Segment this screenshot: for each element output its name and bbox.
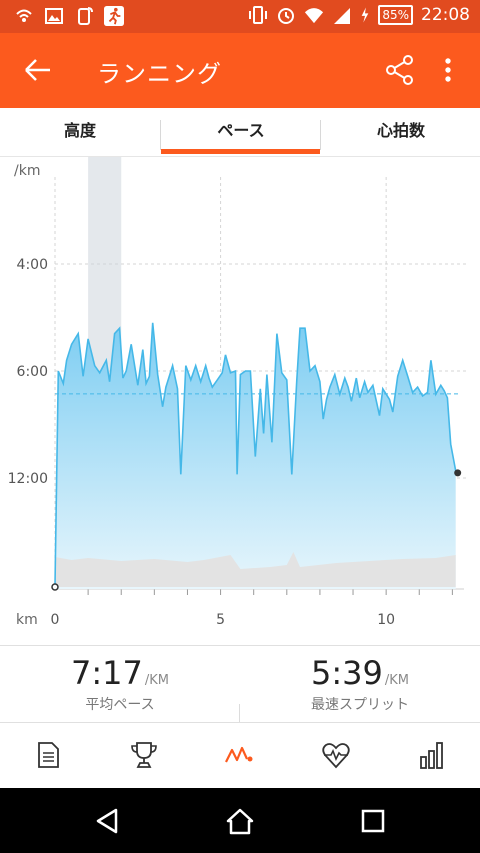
charging-icon	[361, 7, 369, 23]
elevation-band	[55, 552, 456, 587]
pace-area	[55, 322, 456, 589]
average-pace-value: 7:17	[71, 654, 143, 692]
system-nav-bar	[0, 788, 480, 853]
x-tick-label: 10	[377, 612, 395, 628]
fastest-split-value: 5:39	[311, 654, 383, 692]
tab-pace[interactable]: ペース	[217, 121, 265, 140]
battery-level: 85%	[378, 5, 413, 25]
y-tick-label: 12:00	[8, 471, 48, 487]
tab-elevation[interactable]: 高度	[63, 121, 96, 140]
x-tick-label: 5	[216, 612, 225, 628]
tab-heart-rate[interactable]: 心拍数	[376, 121, 425, 140]
page-title: ランニング	[97, 60, 222, 88]
wifi-calling-icon	[16, 9, 32, 22]
more-vert-icon[interactable]	[436, 53, 460, 87]
fastest-split-unit: /KM	[384, 673, 409, 688]
stats-divider	[239, 704, 240, 724]
runner-app-icon	[104, 6, 124, 26]
fastest-split-label: 最速スプリット	[311, 697, 409, 713]
tab-bar: 高度 ペース 心拍数	[0, 108, 480, 157]
vibrate-icon	[249, 6, 268, 24]
nav-recents-icon[interactable]	[358, 806, 388, 836]
y-unit-label: /km	[14, 163, 40, 179]
alarm-icon	[278, 8, 295, 24]
back-arrow-icon[interactable]	[20, 53, 54, 87]
average-pace-label: 平均ペース	[85, 697, 155, 713]
share-icon[interactable]	[383, 53, 417, 87]
tab-divider	[320, 120, 321, 150]
stats-panel: 7:17/KM 平均ペース 5:39/KM 最速スプリット	[0, 645, 480, 726]
bar-stats-icon[interactable]	[417, 740, 447, 770]
nav-back-icon[interactable]	[92, 806, 122, 836]
end-marker	[454, 469, 462, 477]
app-bar: ランニング	[0, 33, 480, 108]
summary-document-icon[interactable]	[33, 740, 63, 770]
trophy-icon[interactable]	[129, 740, 159, 770]
rotate-icon	[78, 7, 93, 25]
heart-rate-icon[interactable]	[321, 740, 351, 770]
x-unit-label: km	[16, 612, 38, 628]
x-tick-label: 0	[51, 612, 60, 628]
start-marker	[51, 583, 59, 591]
bottom-nav	[0, 722, 480, 789]
y-tick-label: 6:00	[17, 364, 48, 380]
average-pace-unit: /KM	[144, 673, 169, 688]
wifi-icon	[305, 8, 324, 24]
clock: 22:08	[421, 5, 470, 25]
tab-divider	[160, 120, 161, 150]
nav-home-icon[interactable]	[225, 806, 255, 836]
analysis-chart-icon[interactable]	[224, 740, 254, 770]
signal-icon	[334, 8, 351, 24]
y-tick-label: 4:00	[17, 257, 48, 273]
status-bar: 85% 22:08	[0, 0, 480, 33]
selected-tab-indicator	[161, 149, 320, 154]
pace-line	[54, 322, 457, 586]
pace-chart[interactable]: 4:00 6:00 12:00 0 5 10/km km	[0, 157, 480, 637]
gallery-icon	[45, 8, 63, 24]
